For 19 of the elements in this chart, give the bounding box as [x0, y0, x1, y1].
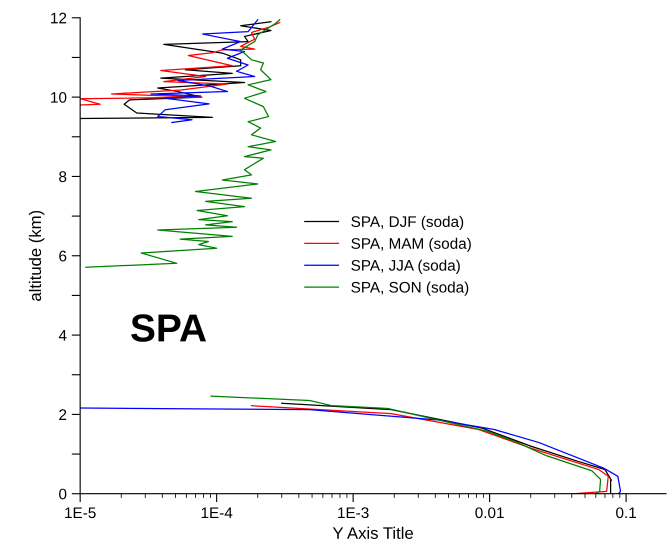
legend-label: SPA, JJA (soda) — [351, 260, 460, 274]
y-tick-label: 2 — [59, 409, 66, 420]
legend-label: SPA, DJF (soda) — [351, 216, 464, 230]
y-tick-label: 0 — [59, 488, 66, 500]
y-tick-label: 12 — [51, 12, 66, 24]
legend-label: SPA, MAM (soda) — [351, 238, 471, 252]
x-tick-label: 1E-4 — [202, 507, 232, 518]
y-tick-label: 10 — [51, 92, 66, 103]
x-tick-label: 0.01 — [475, 507, 504, 518]
x-tick-label: 1E-3 — [338, 507, 369, 518]
annotation: SPA — [131, 314, 206, 342]
legend-label: SPA, SON (soda) — [351, 281, 468, 296]
y-tick-label: 6 — [59, 250, 66, 262]
x-tick-label: 1E-5 — [65, 507, 96, 518]
y-tick-label: 4 — [58, 330, 67, 341]
y-tick-label: 8 — [59, 171, 66, 182]
x-axis-title: Y Axis Title — [332, 526, 413, 539]
x-tick-label: 0.1 — [616, 507, 636, 518]
y-axis-title: altitude (km) — [28, 210, 44, 301]
